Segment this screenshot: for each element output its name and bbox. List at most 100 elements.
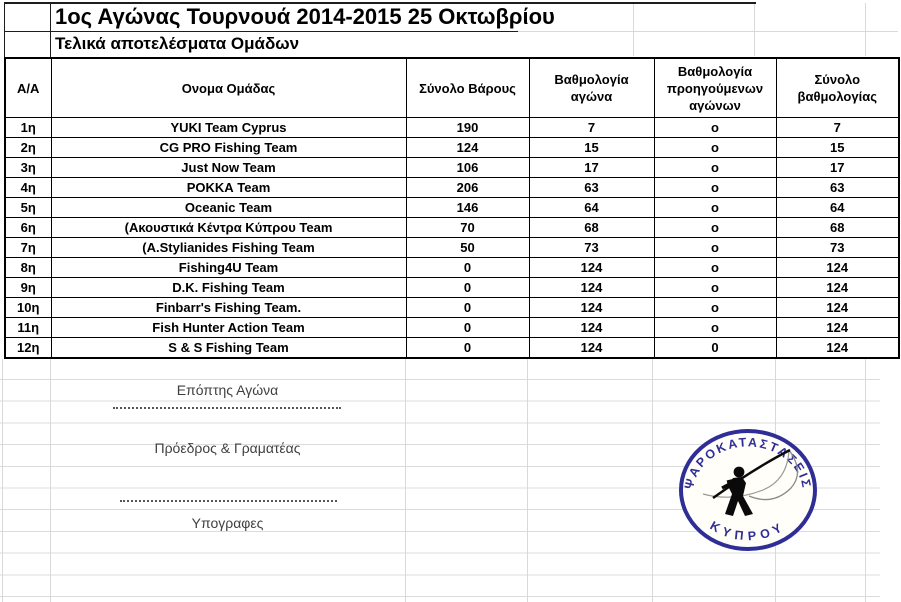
president-secretary-label[interactable]: Πρόεδρος & Γραματέας: [154, 440, 301, 456]
team-name-cell[interactable]: Fishing4U Team: [50, 257, 407, 278]
rank-cell[interactable]: 7η: [4, 237, 52, 258]
race-score-cell[interactable]: 64: [528, 197, 655, 218]
team-name-cell[interactable]: (Ακουστικά Κέντρα Κύπρου Team: [50, 217, 407, 238]
race-score-cell[interactable]: 17: [528, 157, 655, 178]
signatures-label[interactable]: Υπογραφες: [191, 515, 264, 531]
race-score-cell[interactable]: 124: [528, 297, 655, 318]
previous-score-cell[interactable]: ο: [653, 317, 777, 338]
total-score-cell[interactable]: 68: [775, 217, 900, 238]
previous-score-cell[interactable]: 0: [653, 337, 777, 359]
team-name-cell[interactable]: YUKI Team Cyprus: [50, 117, 407, 138]
header-total-weight[interactable]: Σύνολο Βάρους: [405, 57, 530, 118]
rank-cell[interactable]: 2η: [4, 137, 52, 158]
race-score-cell[interactable]: 73: [528, 237, 655, 258]
total-weight-cell[interactable]: 106: [405, 157, 530, 178]
team-name-cell[interactable]: CG PRO Fishing Team: [50, 137, 407, 158]
team-name-cell[interactable]: Oceanic Team: [50, 197, 407, 218]
total-score-cell[interactable]: 7: [775, 117, 900, 138]
club-logo-graphic: ΨΑΡΟΚΑΤΑΣΤΑΣΕΙΣ ΚΥΠΡΟΥ: [679, 429, 817, 551]
rank-cell[interactable]: 11η: [4, 317, 52, 338]
previous-score-cell[interactable]: ο: [653, 277, 777, 298]
team-name-cell[interactable]: D.K. Fishing Team: [50, 277, 407, 298]
total-score-cell[interactable]: 124: [775, 317, 900, 338]
signature-dotted-line: [113, 407, 341, 409]
total-weight-cell[interactable]: 0: [405, 297, 530, 318]
total-weight-cell[interactable]: 190: [405, 117, 530, 138]
race-score-cell[interactable]: 124: [528, 317, 655, 338]
total-weight-cell[interactable]: 70: [405, 217, 530, 238]
previous-score-cell[interactable]: ο: [653, 237, 777, 258]
rank-cell[interactable]: 3η: [4, 157, 52, 178]
gridline: [405, 359, 406, 602]
race-score-cell[interactable]: 124: [528, 277, 655, 298]
team-name-cell[interactable]: S & S Fishing Team: [50, 337, 407, 359]
total-weight-cell[interactable]: 50: [405, 237, 530, 258]
previous-score-cell[interactable]: ο: [653, 197, 777, 218]
total-score-cell[interactable]: 63: [775, 177, 900, 198]
header-race-score[interactable]: Βαθμολογία αγώνα: [528, 57, 655, 118]
gridline: [2, 359, 3, 602]
total-score-cell[interactable]: 124: [775, 297, 900, 318]
table-row: 6η (Ακουστικά Κέντρα Κύπρου Team 70 68 ο 68: [4, 217, 900, 238]
total-score-cell[interactable]: 15: [775, 137, 900, 158]
header-rank[interactable]: Α/Α: [4, 57, 52, 118]
previous-score-cell[interactable]: ο: [653, 137, 777, 158]
total-score-cell[interactable]: 124: [775, 277, 900, 298]
race-score-cell[interactable]: 124: [528, 257, 655, 278]
race-score-cell[interactable]: 15: [528, 137, 655, 158]
rank-cell[interactable]: 8η: [4, 257, 52, 278]
total-score-cell[interactable]: 73: [775, 237, 900, 258]
rank-cell[interactable]: 1η: [4, 117, 52, 138]
total-score-cell[interactable]: 64: [775, 197, 900, 218]
total-score-cell[interactable]: 124: [775, 257, 900, 278]
total-score-cell[interactable]: 124: [775, 337, 900, 359]
total-weight-cell[interactable]: 0: [405, 337, 530, 359]
header-team-name[interactable]: Ονομα Ομάδας: [50, 57, 407, 118]
race-score-cell[interactable]: 68: [528, 217, 655, 238]
header-previous-score[interactable]: Βαθμολογία προηγούμενων αγώνων: [653, 57, 777, 118]
header-row: Α/Α Ονομα Ομάδας Σύνολο Βάρους Βαθμολογί…: [4, 57, 900, 118]
rank-cell[interactable]: 4η: [4, 177, 52, 198]
race-score-cell[interactable]: 124: [528, 337, 655, 359]
total-weight-cell[interactable]: 206: [405, 177, 530, 198]
previous-score-cell[interactable]: ο: [653, 297, 777, 318]
previous-score-cell[interactable]: ο: [653, 217, 777, 238]
previous-score-cell[interactable]: ο: [653, 157, 777, 178]
table-row: 12η S & S Fishing Team 0 124 0 124: [4, 337, 900, 359]
table-row: 7η (Α.Stylianides Fishing Team 50 73 ο 73: [4, 237, 900, 258]
title-left-border: [4, 2, 5, 57]
race-score-cell[interactable]: 7: [528, 117, 655, 138]
club-logo[interactable]: ΨΑΡΟΚΑΤΑΣΤΑΣΕΙΣ ΚΥΠΡΟΥ: [677, 428, 819, 552]
rank-cell[interactable]: 5η: [4, 197, 52, 218]
table-row: 11η Fish Hunter Action Team 0 124 ο 124: [4, 317, 900, 338]
title-top-border: [4, 2, 756, 4]
team-name-cell[interactable]: ΡΟΚΚΑ Team: [50, 177, 407, 198]
total-weight-cell[interactable]: 0: [405, 317, 530, 338]
previous-score-cell[interactable]: ο: [653, 117, 777, 138]
total-score-cell[interactable]: 17: [775, 157, 900, 178]
previous-score-cell[interactable]: ο: [653, 177, 777, 198]
supervisor-label[interactable]: Επόπτης Αγώνα: [176, 382, 279, 398]
race-score-cell[interactable]: 63: [528, 177, 655, 198]
title-bottom-border: [4, 31, 518, 32]
total-weight-cell[interactable]: 146: [405, 197, 530, 218]
rank-cell[interactable]: 12η: [4, 337, 52, 359]
results-table-body: 1η YUKI Team Cyprus 190 7 ο 7 2η CG PRO Fishing…: [4, 117, 900, 359]
page-title[interactable]: 1ος Αγώνας Τουρνουά 2014-2015 25 Οκτωβρί…: [55, 4, 555, 29]
page-subtitle[interactable]: Τελικά αποτελέσματα Ομάδων: [55, 34, 300, 53]
previous-score-cell[interactable]: ο: [653, 257, 777, 278]
rank-cell[interactable]: 6η: [4, 217, 52, 238]
team-name-cell[interactable]: Fish Hunter Action Team: [50, 317, 407, 338]
total-weight-cell[interactable]: 0: [405, 277, 530, 298]
gridline: [754, 3, 755, 56]
total-weight-cell[interactable]: 0: [405, 257, 530, 278]
team-name-cell[interactable]: Just Now Team: [50, 157, 407, 178]
total-weight-cell[interactable]: 124: [405, 137, 530, 158]
team-name-cell[interactable]: Finbarr's Fishing Team.: [50, 297, 407, 318]
fishing-rod: [712, 448, 791, 499]
table-row: 2η CG PRO Fishing Team 124 15 ο 15: [4, 137, 900, 158]
header-total-score[interactable]: Σύνολο βαθμολογίας: [775, 57, 900, 118]
team-name-cell[interactable]: (Α.Stylianides Fishing Team: [50, 237, 407, 258]
rank-cell[interactable]: 9η: [4, 277, 52, 298]
rank-cell[interactable]: 10η: [4, 297, 52, 318]
